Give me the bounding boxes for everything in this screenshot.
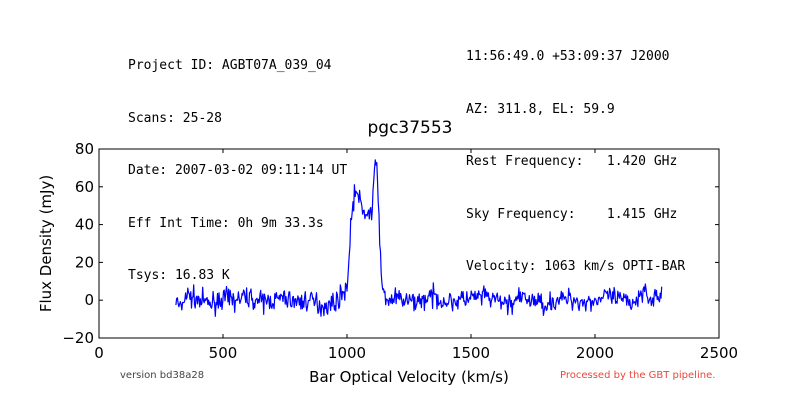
coordinates: 11:56:49.0 +53:09:37 J2000 xyxy=(466,49,670,64)
date: Date: 2007-03-02 09:11:14 UT xyxy=(128,163,348,178)
y-tick-label: 40 xyxy=(75,216,94,234)
tsys: Tsys: 16.83 K xyxy=(128,268,230,283)
x-axis-label: Bar Optical Velocity (km/s) xyxy=(309,368,509,386)
y-axis-label: Flux Density (mJy) xyxy=(37,175,55,312)
az-el: AZ: 311.8, EL: 59.9 xyxy=(466,101,615,117)
x-tick-label: 0 xyxy=(94,344,104,362)
pipeline-credit: Processed by the GBT pipeline. xyxy=(560,370,716,381)
x-tick-label: 500 xyxy=(209,344,238,362)
scans: Scans: 25-28 xyxy=(128,110,222,126)
observation-info-right: 11:56:49.0 +53:09:37 J2000 AZ: 311.8, EL… xyxy=(466,13,685,293)
rest-frequency: Rest Frequency: 1.420 GHz xyxy=(466,154,678,169)
y-tick-label: 60 xyxy=(75,178,94,196)
y-tick-label: 20 xyxy=(75,253,94,271)
x-tick-label: 2500 xyxy=(700,344,738,362)
eff-int-time: Eff Int Time: 0h 9m 33.3s xyxy=(128,215,324,231)
flux-density-series xyxy=(175,159,663,317)
y-tick-label: 0 xyxy=(84,291,94,309)
y-tick-label: 80 xyxy=(75,140,94,158)
version-text: version bd38a28 xyxy=(120,370,205,381)
x-tick-label: 1000 xyxy=(328,344,366,362)
plot-frame xyxy=(98,148,720,339)
velocity: Velocity: 1063 km/s OPTI-BAR xyxy=(466,259,686,274)
sky-frequency: Sky Frequency: 1.415 GHz xyxy=(466,206,678,222)
observation-info-left: Project ID: AGBT07A_039_04 Scans: 25-28 … xyxy=(128,22,347,302)
x-tick-label: 2000 xyxy=(576,344,614,362)
chart-title: pgc37553 xyxy=(367,118,452,138)
project-id: Project ID: AGBT07A_039_04 xyxy=(128,58,332,73)
x-tick-label: 1500 xyxy=(452,344,490,362)
y-tick-label: −20 xyxy=(62,329,94,347)
